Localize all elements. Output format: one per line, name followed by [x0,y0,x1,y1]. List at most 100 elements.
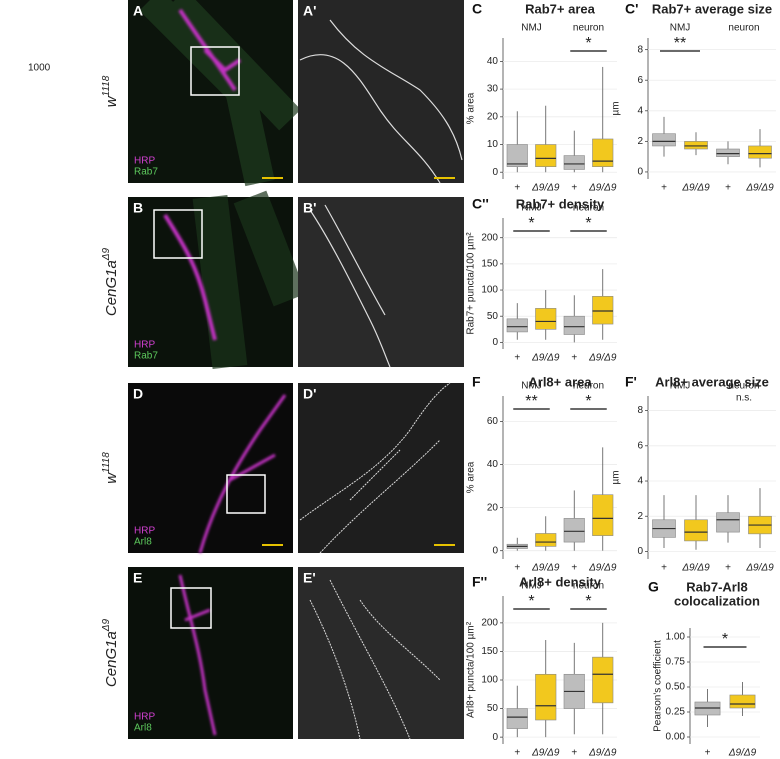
x-tick-label: + [571,563,577,574]
group-label: NMJ [521,203,542,214]
genotype-sup: 1118 [101,452,112,473]
box [506,708,528,729]
panel-label: F'' [472,574,487,590]
genotype-sup: Δ9 [101,247,112,261]
micrograph-e [128,567,293,739]
genotype-base: w [103,95,120,107]
genotype-base: CenG1a [103,631,120,687]
box [563,155,585,170]
box [684,141,708,150]
group-label: neuron [573,203,604,214]
y-tick-label: 4 [637,105,643,116]
stain-label: HRP [134,340,155,351]
x-tick-label: Δ9/Δ9 [745,183,774,194]
stain-label: HRP [134,526,155,537]
group-label: NMJ [670,381,691,392]
significance: * [528,215,534,232]
genotype-label: CenG1aΔ9 [101,247,120,316]
significance: ** [525,393,537,410]
panel-label: F [472,374,481,390]
y-tick-label: 0 [492,545,498,556]
y-tick-label: 100 [481,285,498,296]
x-tick-label: + [725,563,731,574]
box [592,656,614,704]
x-tick-label: + [514,353,520,364]
significance: * [585,35,591,52]
y-tick-label: 0.50 [666,682,686,693]
x-tick-label: Δ9/Δ9 [745,563,774,574]
box [535,144,557,167]
genotype-label: CenG1aΔ9 [101,618,120,687]
box [506,144,528,167]
panel-label: F' [625,374,637,390]
y-tick-label: 8 [637,405,643,416]
significance: n.s. [736,393,752,404]
box [535,673,557,721]
significance: * [585,215,591,232]
y-tick-label: 10 [487,139,499,150]
panel-label: D [133,386,143,402]
genotype-base: w [103,472,120,484]
y-tick-label: 50 [487,703,499,714]
chart-title: Rab7+ average size [652,1,772,16]
box [729,694,756,709]
significance: ** [674,35,686,52]
x-tick-label: Δ9/Δ9 [588,748,617,759]
y-axis-label: µm [611,470,622,484]
x-tick-label: + [571,183,577,194]
significance: * [722,631,728,648]
genotype-label: w1118 [101,75,120,107]
x-tick-label: Δ9/Δ9 [531,183,560,194]
stain-label: Arl8 [134,723,152,734]
x-tick-label: Δ9/Δ9 [531,563,560,574]
box [592,296,614,325]
chart-title: Rab7+ density [516,196,605,211]
micrograph-b-detail [298,197,464,368]
y-tick-label: 0.00 [666,732,686,743]
panel-label: C' [625,1,638,17]
y-axis-label: % area [466,92,477,124]
panel-label: C'' [472,196,489,212]
y-tick-label: 6 [637,75,643,86]
box [535,533,557,547]
y-axis-label: Rab7+ puncta/100 µm² [466,232,477,335]
box [652,133,676,147]
box [506,318,528,333]
group-label: neuron [573,581,604,592]
stain-label: HRP [134,156,155,167]
panel-label: D' [303,386,316,402]
genotype-sup: Δ9 [101,618,112,632]
significance: * [585,593,591,610]
y-tick-label: 40 [487,56,499,67]
y-tick-label: 150 [481,646,498,657]
chart-title: Arl8+ density [519,574,602,589]
x-tick-label: + [571,748,577,759]
chart-title: colocalization [674,593,760,608]
x-tick-label: Δ9/Δ9 [588,353,617,364]
y-tick-label: 200 [481,232,498,243]
y-tick-label: 200 [481,617,498,628]
x-tick-label: + [571,353,577,364]
micrograph-a [128,0,301,187]
side-note: 1000 [28,63,51,74]
box [716,148,740,157]
micrograph-a-detail [298,0,464,184]
box [748,145,772,159]
y-tick-label: 0 [492,337,498,348]
x-tick-label: + [725,183,731,194]
y-tick-label: 0.25 [666,707,686,718]
chart-title: Rab7+ area [525,1,596,16]
y-tick-label: 100 [481,675,498,686]
micrograph-b [128,190,307,370]
y-tick-label: 0 [637,546,643,557]
panel-label: G [648,579,659,595]
chart-title: Arl8+ area [528,374,592,389]
stain-label: HRP [134,712,155,723]
y-axis-label: Arl8+ puncta/100 µm² [466,621,477,718]
group-label: neuron [728,23,759,34]
panel-label: C [472,1,482,17]
x-tick-label: Δ9/Δ9 [531,748,560,759]
genotype-sup: 1118 [101,75,112,96]
x-tick-label: + [661,183,667,194]
y-tick-label: 0 [492,167,498,178]
